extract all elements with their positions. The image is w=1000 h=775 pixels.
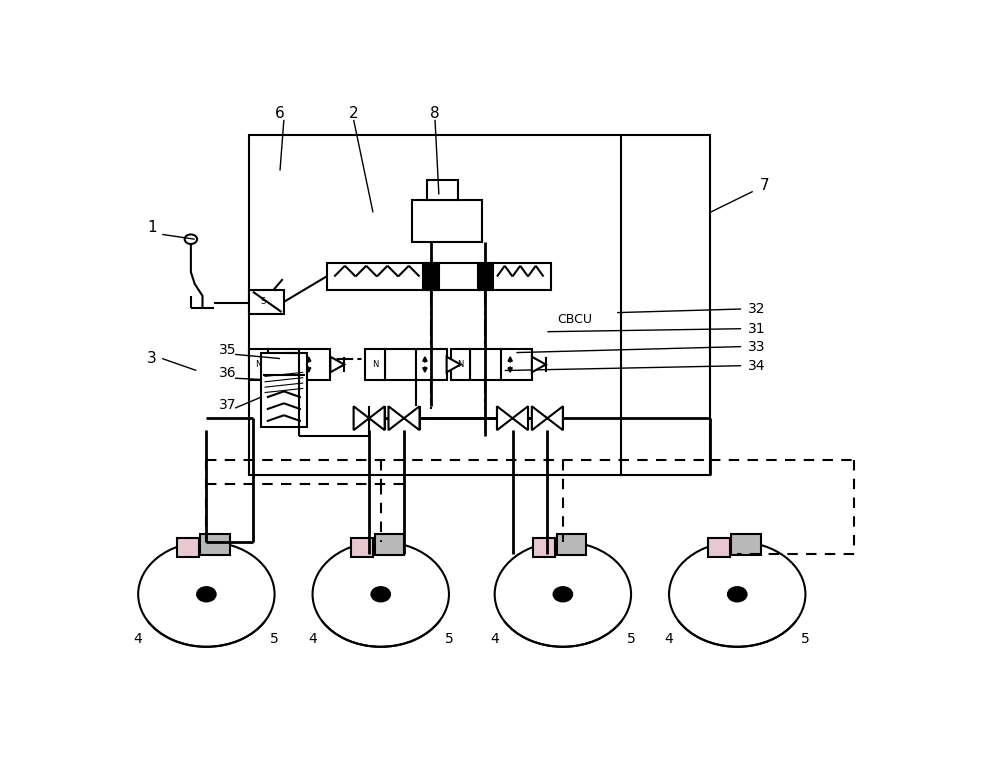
Text: 2: 2	[349, 106, 358, 122]
Text: 36: 36	[218, 367, 236, 381]
Bar	[708, 538, 730, 556]
Polygon shape	[388, 406, 404, 430]
Circle shape	[728, 587, 747, 601]
Circle shape	[197, 587, 216, 601]
Polygon shape	[532, 406, 547, 430]
Bar	[385, 349, 447, 380]
Polygon shape	[497, 406, 512, 430]
Text: 33: 33	[748, 339, 765, 353]
Bar	[200, 534, 230, 555]
Polygon shape	[354, 406, 369, 430]
Text: 4: 4	[490, 632, 499, 646]
Text: N: N	[372, 360, 378, 369]
Text: 37: 37	[219, 398, 236, 412]
Polygon shape	[547, 406, 563, 430]
Polygon shape	[512, 406, 528, 430]
Bar	[249, 349, 268, 380]
Bar	[177, 538, 199, 556]
Bar	[427, 180, 458, 201]
Bar	[423, 263, 439, 290]
Bar	[557, 534, 586, 555]
Text: 34: 34	[748, 359, 765, 373]
Bar	[731, 534, 761, 555]
Text: 5: 5	[445, 632, 453, 646]
Circle shape	[669, 542, 805, 647]
Bar	[249, 290, 284, 314]
Text: 5: 5	[627, 632, 635, 646]
Circle shape	[554, 587, 572, 601]
Bar	[478, 263, 493, 290]
Bar	[412, 201, 482, 242]
Text: 6: 6	[275, 106, 285, 122]
Text: 5: 5	[270, 632, 279, 646]
Text: 35: 35	[219, 343, 236, 356]
Text: 7: 7	[760, 178, 769, 193]
Text: 31: 31	[748, 322, 765, 336]
Bar	[365, 349, 385, 380]
Text: N: N	[457, 360, 463, 369]
Text: S: S	[260, 298, 266, 306]
Text: 5: 5	[801, 632, 810, 646]
Text: 3: 3	[147, 351, 157, 366]
Text: 4: 4	[308, 632, 317, 646]
Bar	[450, 349, 470, 380]
Text: 8: 8	[430, 106, 440, 122]
Text: N: N	[256, 360, 262, 369]
Polygon shape	[330, 356, 344, 372]
Bar	[326, 263, 551, 290]
Bar	[351, 538, 373, 556]
Text: 4: 4	[665, 632, 673, 646]
Bar	[375, 534, 404, 555]
Text: 1: 1	[147, 220, 157, 235]
Circle shape	[371, 587, 390, 601]
Polygon shape	[404, 406, 420, 430]
Polygon shape	[369, 406, 385, 430]
Bar	[268, 349, 330, 380]
Bar	[261, 353, 307, 427]
Text: 32: 32	[748, 302, 765, 316]
Bar	[249, 135, 710, 475]
Circle shape	[138, 542, 275, 647]
Circle shape	[495, 542, 631, 647]
Polygon shape	[532, 356, 546, 372]
Text: CBCU: CBCU	[557, 313, 592, 326]
Text: 4: 4	[134, 632, 143, 646]
Bar	[533, 538, 555, 556]
Polygon shape	[447, 356, 461, 372]
Circle shape	[313, 542, 449, 647]
Circle shape	[185, 234, 197, 244]
Bar	[470, 349, 532, 380]
